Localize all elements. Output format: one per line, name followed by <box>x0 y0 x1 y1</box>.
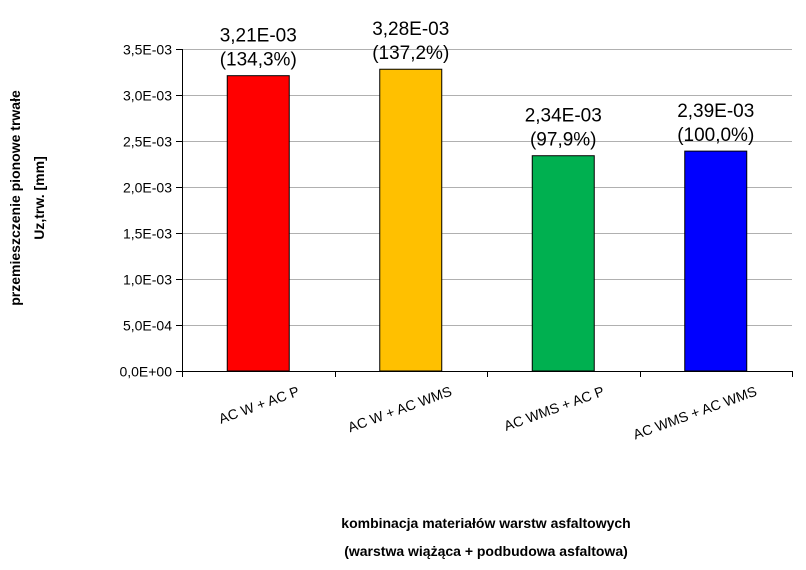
y-tick-label: 5,0E-04 <box>123 318 172 334</box>
y-tick-label: 3,5E-03 <box>123 42 172 58</box>
y-tick-label: 2,5E-03 <box>123 134 172 150</box>
x-axis-title-line2: (warstwa wiążąca + podbudowa asfaltowa) <box>344 543 628 559</box>
y-tick-label: 1,0E-03 <box>123 272 172 288</box>
data-label-percent: (137,2%) <box>372 43 449 64</box>
x-category-label: AC WMS + AC P <box>502 383 607 434</box>
x-axis-title-line1: kombinacja materiałów warstw asfaltowych <box>341 515 630 531</box>
y-tick-label: 0,0E+00 <box>119 364 172 380</box>
data-label-percent: (134,3%) <box>220 50 297 71</box>
y-tick-labels: 0,0E+00 5,0E-04 1,0E-03 1,5E-03 2,0E-03 2,5E-… <box>119 42 172 380</box>
data-label-value: 3,21E-03 <box>220 26 297 47</box>
bar <box>531 155 595 372</box>
y-axis-title-line2: Uz,trw. [mm] <box>31 156 47 239</box>
x-category-label: AC WMS + AC WMS <box>631 383 759 443</box>
bar <box>379 68 443 372</box>
data-labels: 3,21E-03 (134,3%) 3,28E-03 (137,2%) 2,34E-03… <box>220 19 755 150</box>
x-category-labels: AC W + AC P AC W + AC WMS AC WMS + AC P AC … <box>216 383 758 443</box>
data-label-value: 2,34E-03 <box>525 106 602 127</box>
y-axis-title-line1: przemieszczenie pionowe trwałe <box>7 90 23 306</box>
y-tick-label: 1,5E-03 <box>123 226 172 242</box>
data-label-percent: (100,0%) <box>677 125 754 146</box>
y-tick-label: 3,0E-03 <box>123 88 172 104</box>
data-label-value: 3,28E-03 <box>372 19 449 40</box>
bar <box>684 150 748 372</box>
data-label-percent: (97,9%) <box>530 130 597 151</box>
bars <box>226 68 748 372</box>
data-label-value: 2,39E-03 <box>677 101 754 122</box>
x-category-label: AC W + AC P <box>216 383 301 427</box>
y-tick-label: 2,0E-03 <box>123 180 172 196</box>
bar <box>226 75 290 372</box>
x-category-label: AC W + AC WMS <box>346 383 454 435</box>
